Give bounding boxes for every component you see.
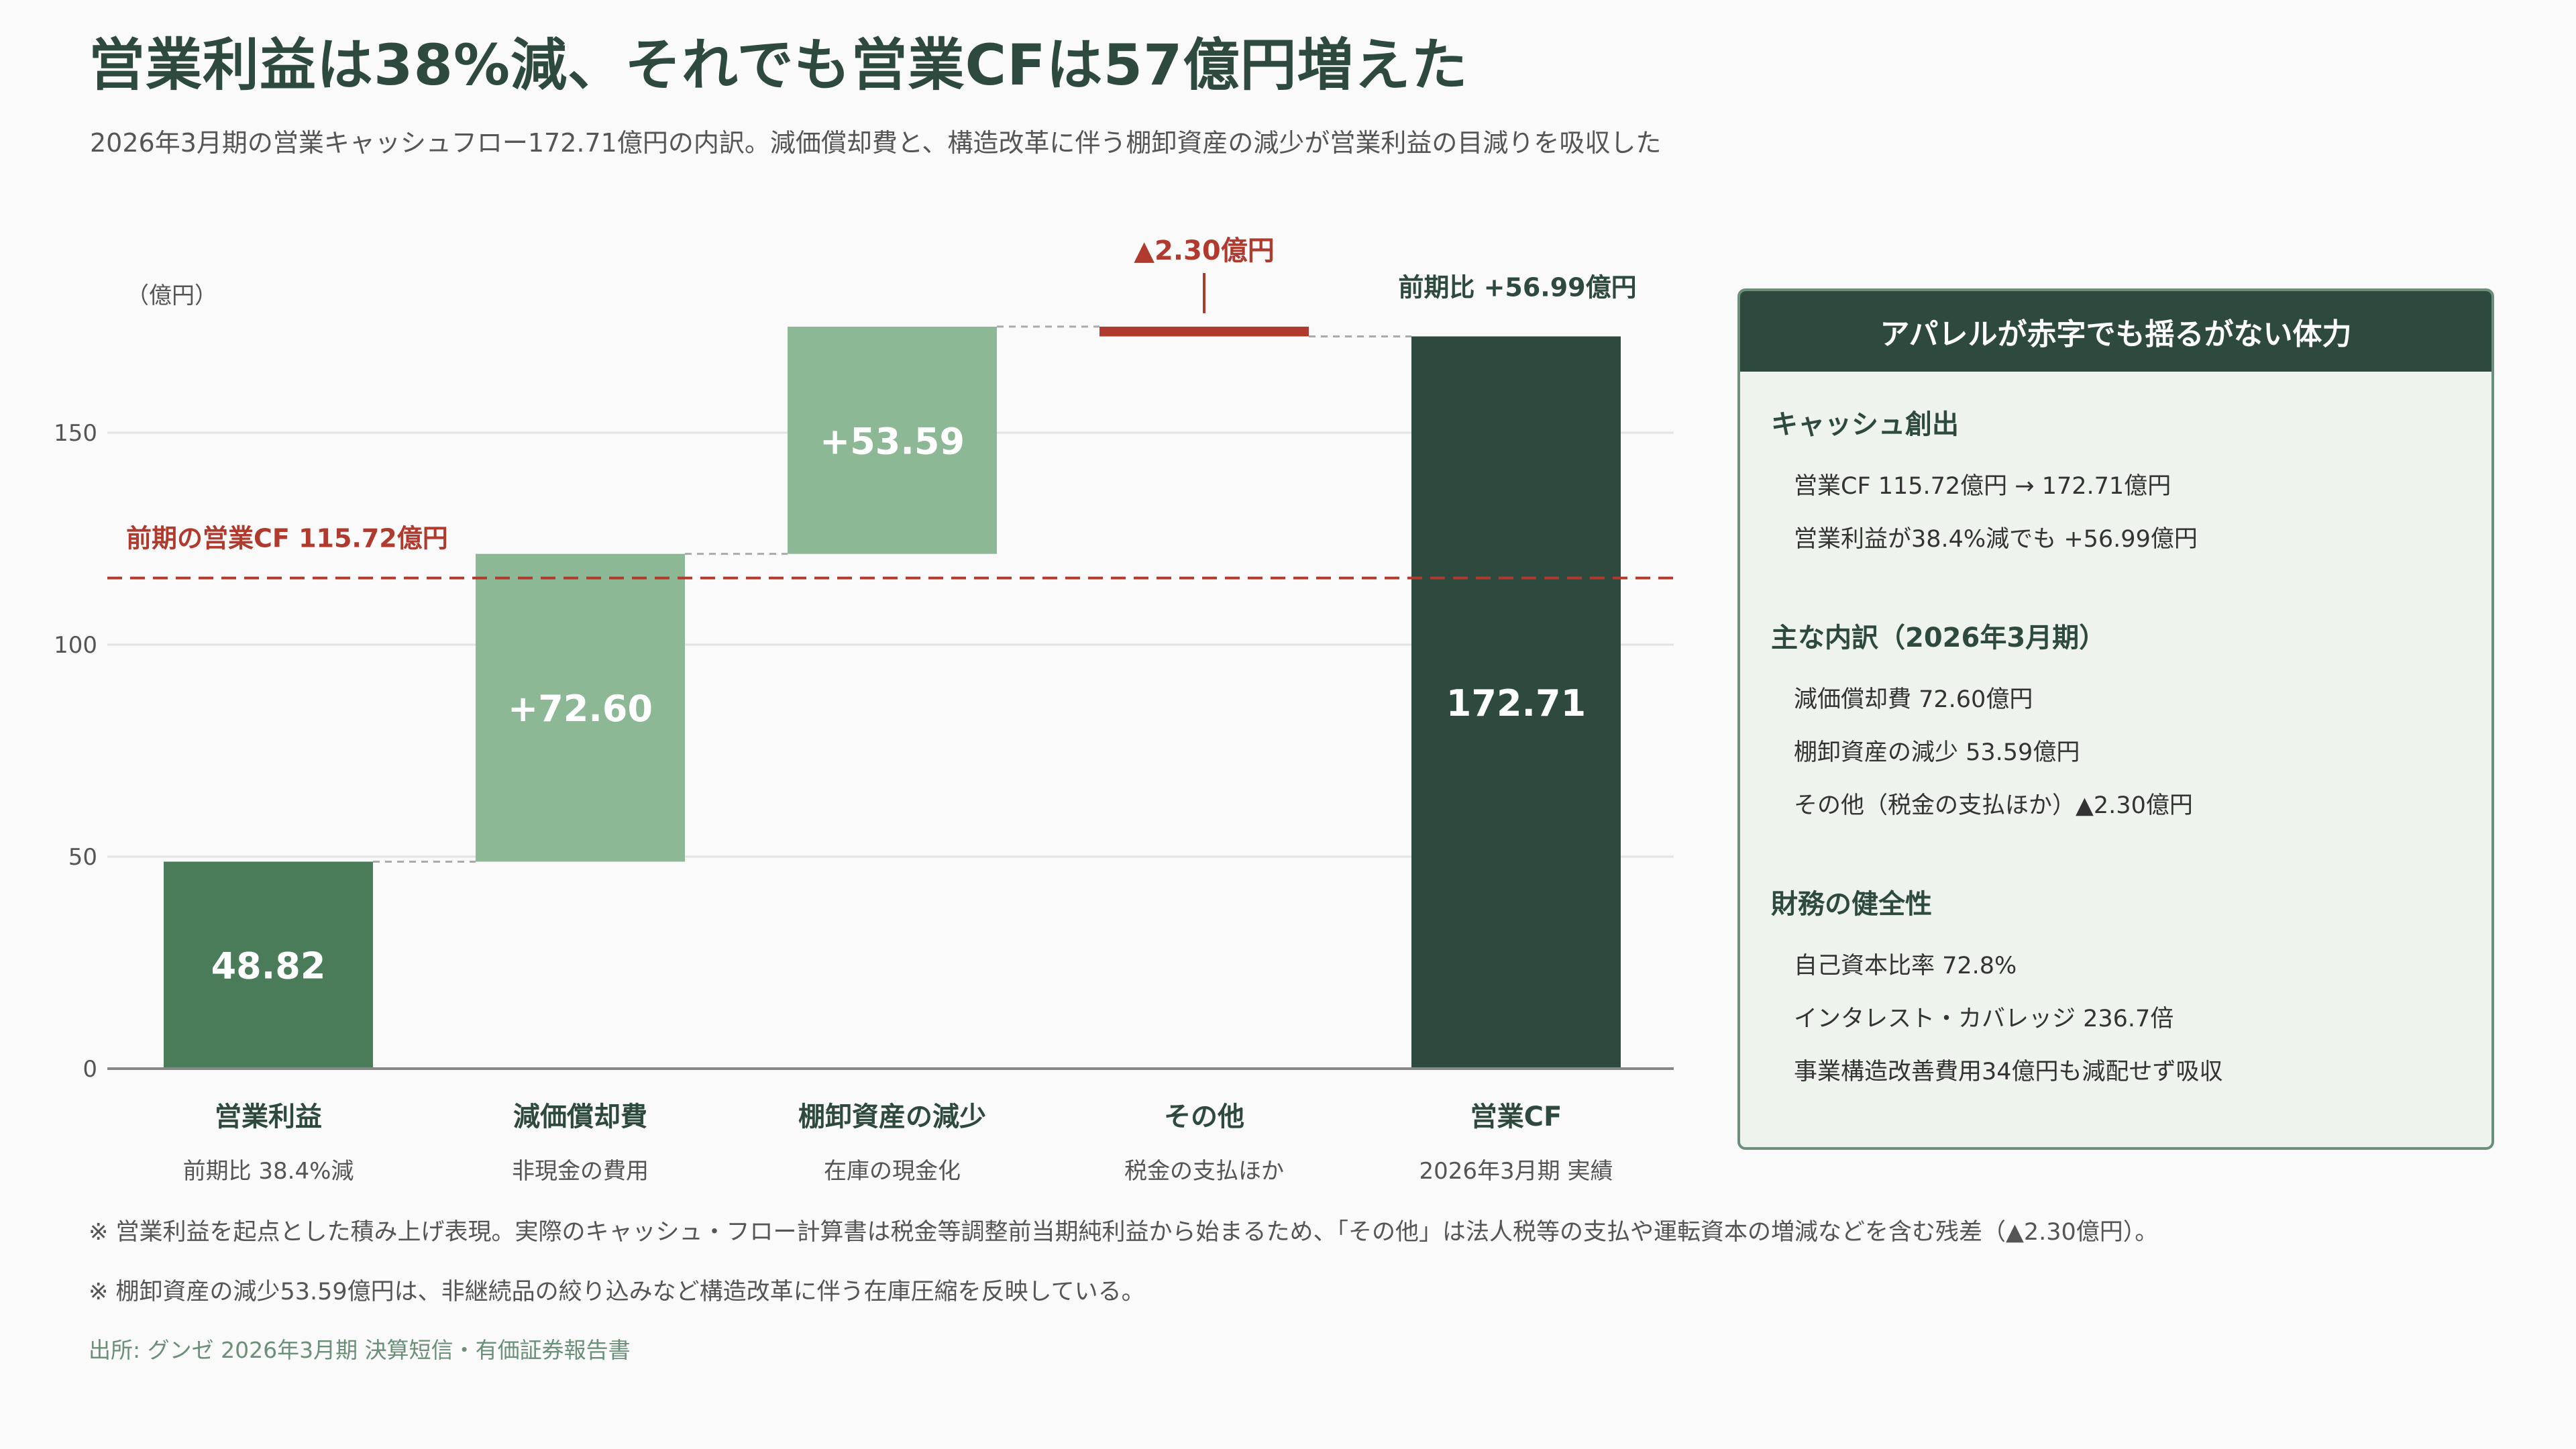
y-tick-label: 150 [54, 420, 97, 447]
value-label: 48.82 [211, 945, 326, 987]
category-sub-label: 在庫の現金化 [824, 1158, 961, 1185]
panel-section-title: 財務の健全性 [1771, 889, 1932, 920]
reference-line-label: 前期の営業CF 115.72億円 [126, 524, 448, 553]
category-label: その他 [1164, 1102, 1244, 1132]
page-subtitle: 2026年3月期の営業キャッシュフロー172.71億円の内訳。減価償却費と、構造… [90, 128, 1662, 158]
source-note: 出所: グンゼ 2026年3月期 決算短信・有価証券報告書 [89, 1337, 631, 1363]
category-sub-label: 税金の支払ほか [1124, 1158, 1284, 1185]
bar-3 [1099, 326, 1309, 337]
panel-section-health: 財務の健全性 自己資本比率 72.8% インタレスト・カバレッジ 236.7倍 … [1771, 882, 2461, 1099]
value-label: ▲2.30億円 [1134, 235, 1274, 266]
category-label: 営業CF [1470, 1102, 1562, 1132]
y-tick-label: 50 [68, 844, 97, 871]
category-label: 棚卸資産の減少 [798, 1102, 986, 1132]
panel-item: その他（税金の支払ほか）▲2.30億円 [1794, 792, 2193, 819]
panel-title: アパレルが赤字でも揺るがない体力 [1740, 291, 2491, 372]
panel-section-cash: キャッシュ創出 営業CF 115.72億円 → 172.71億円 営業利益が38… [1771, 402, 2461, 566]
value-label: 172.71 [1446, 682, 1586, 724]
bar-0 [164, 861, 373, 1069]
panel-section-breakdown: 主な内訳（2026年3月期） 減価償却費 72.60億円 棚卸資産の減少 53.… [1771, 616, 2461, 833]
panel-item: 減価償却費 72.60億円 [1794, 686, 2033, 713]
panel-item: 自己資本比率 72.8% [1794, 953, 2017, 979]
panel-item: 事業構造改善費用34億円も減配せず吸収 [1794, 1059, 2223, 1085]
change-annotation: 前期比 +56.99億円 [1398, 272, 1636, 302]
footnote: ※ 棚卸資産の減少53.59億円は、非継続品の絞り込みなど構造改革に伴う在庫圧縮… [89, 1279, 1145, 1305]
footnote: ※ 営業利益を起点とした積み上げ表現。実際のキャッシュ・フロー計算書は税金等調整… [89, 1219, 2159, 1246]
panel-section-title: 主な内訳（2026年3月期） [1771, 623, 2106, 653]
panel-section-title: キャッシュ創出 [1771, 409, 1959, 440]
category-label: 営業利益 [215, 1102, 322, 1132]
panel-item: 営業CF 115.72億円 → 172.71億円 [1794, 473, 2171, 500]
y-axis-unit: （億円） [126, 282, 217, 309]
panel-item: 棚卸資産の減少 53.59億円 [1794, 739, 2080, 766]
footnotes: ※ 営業利益を起点とした積み上げ表現。実際のキャッシュ・フロー計算書は税金等調整… [89, 1213, 2158, 1364]
category-sub-label: 前期比 38.4%減 [183, 1158, 354, 1185]
page-title: 営業利益は38%減、それでも営業CFは57億円増えた [89, 32, 1468, 98]
y-tick-label: 100 [54, 632, 97, 659]
summary-panel: アパレルが赤字でも揺るがない体力 キャッシュ創出 営業CF 115.72億円 →… [1737, 288, 2494, 1150]
y-tick-label: 0 [83, 1056, 97, 1083]
bar-1 [476, 553, 685, 862]
value-label: +72.60 [508, 688, 653, 730]
panel-item: 営業利益が38.4%減でも +56.99億円 [1794, 526, 2198, 553]
category-sub-label: 2026年3月期 実績 [1419, 1158, 1613, 1185]
category-label: 減価償却費 [513, 1102, 647, 1132]
bar-2 [788, 326, 997, 554]
panel-item: インタレスト・カバレッジ 236.7倍 [1794, 1006, 2174, 1032]
bar-4 [1411, 336, 1621, 1069]
category-sub-label: 非現金の費用 [512, 1158, 649, 1185]
value-label: +53.59 [820, 420, 965, 462]
